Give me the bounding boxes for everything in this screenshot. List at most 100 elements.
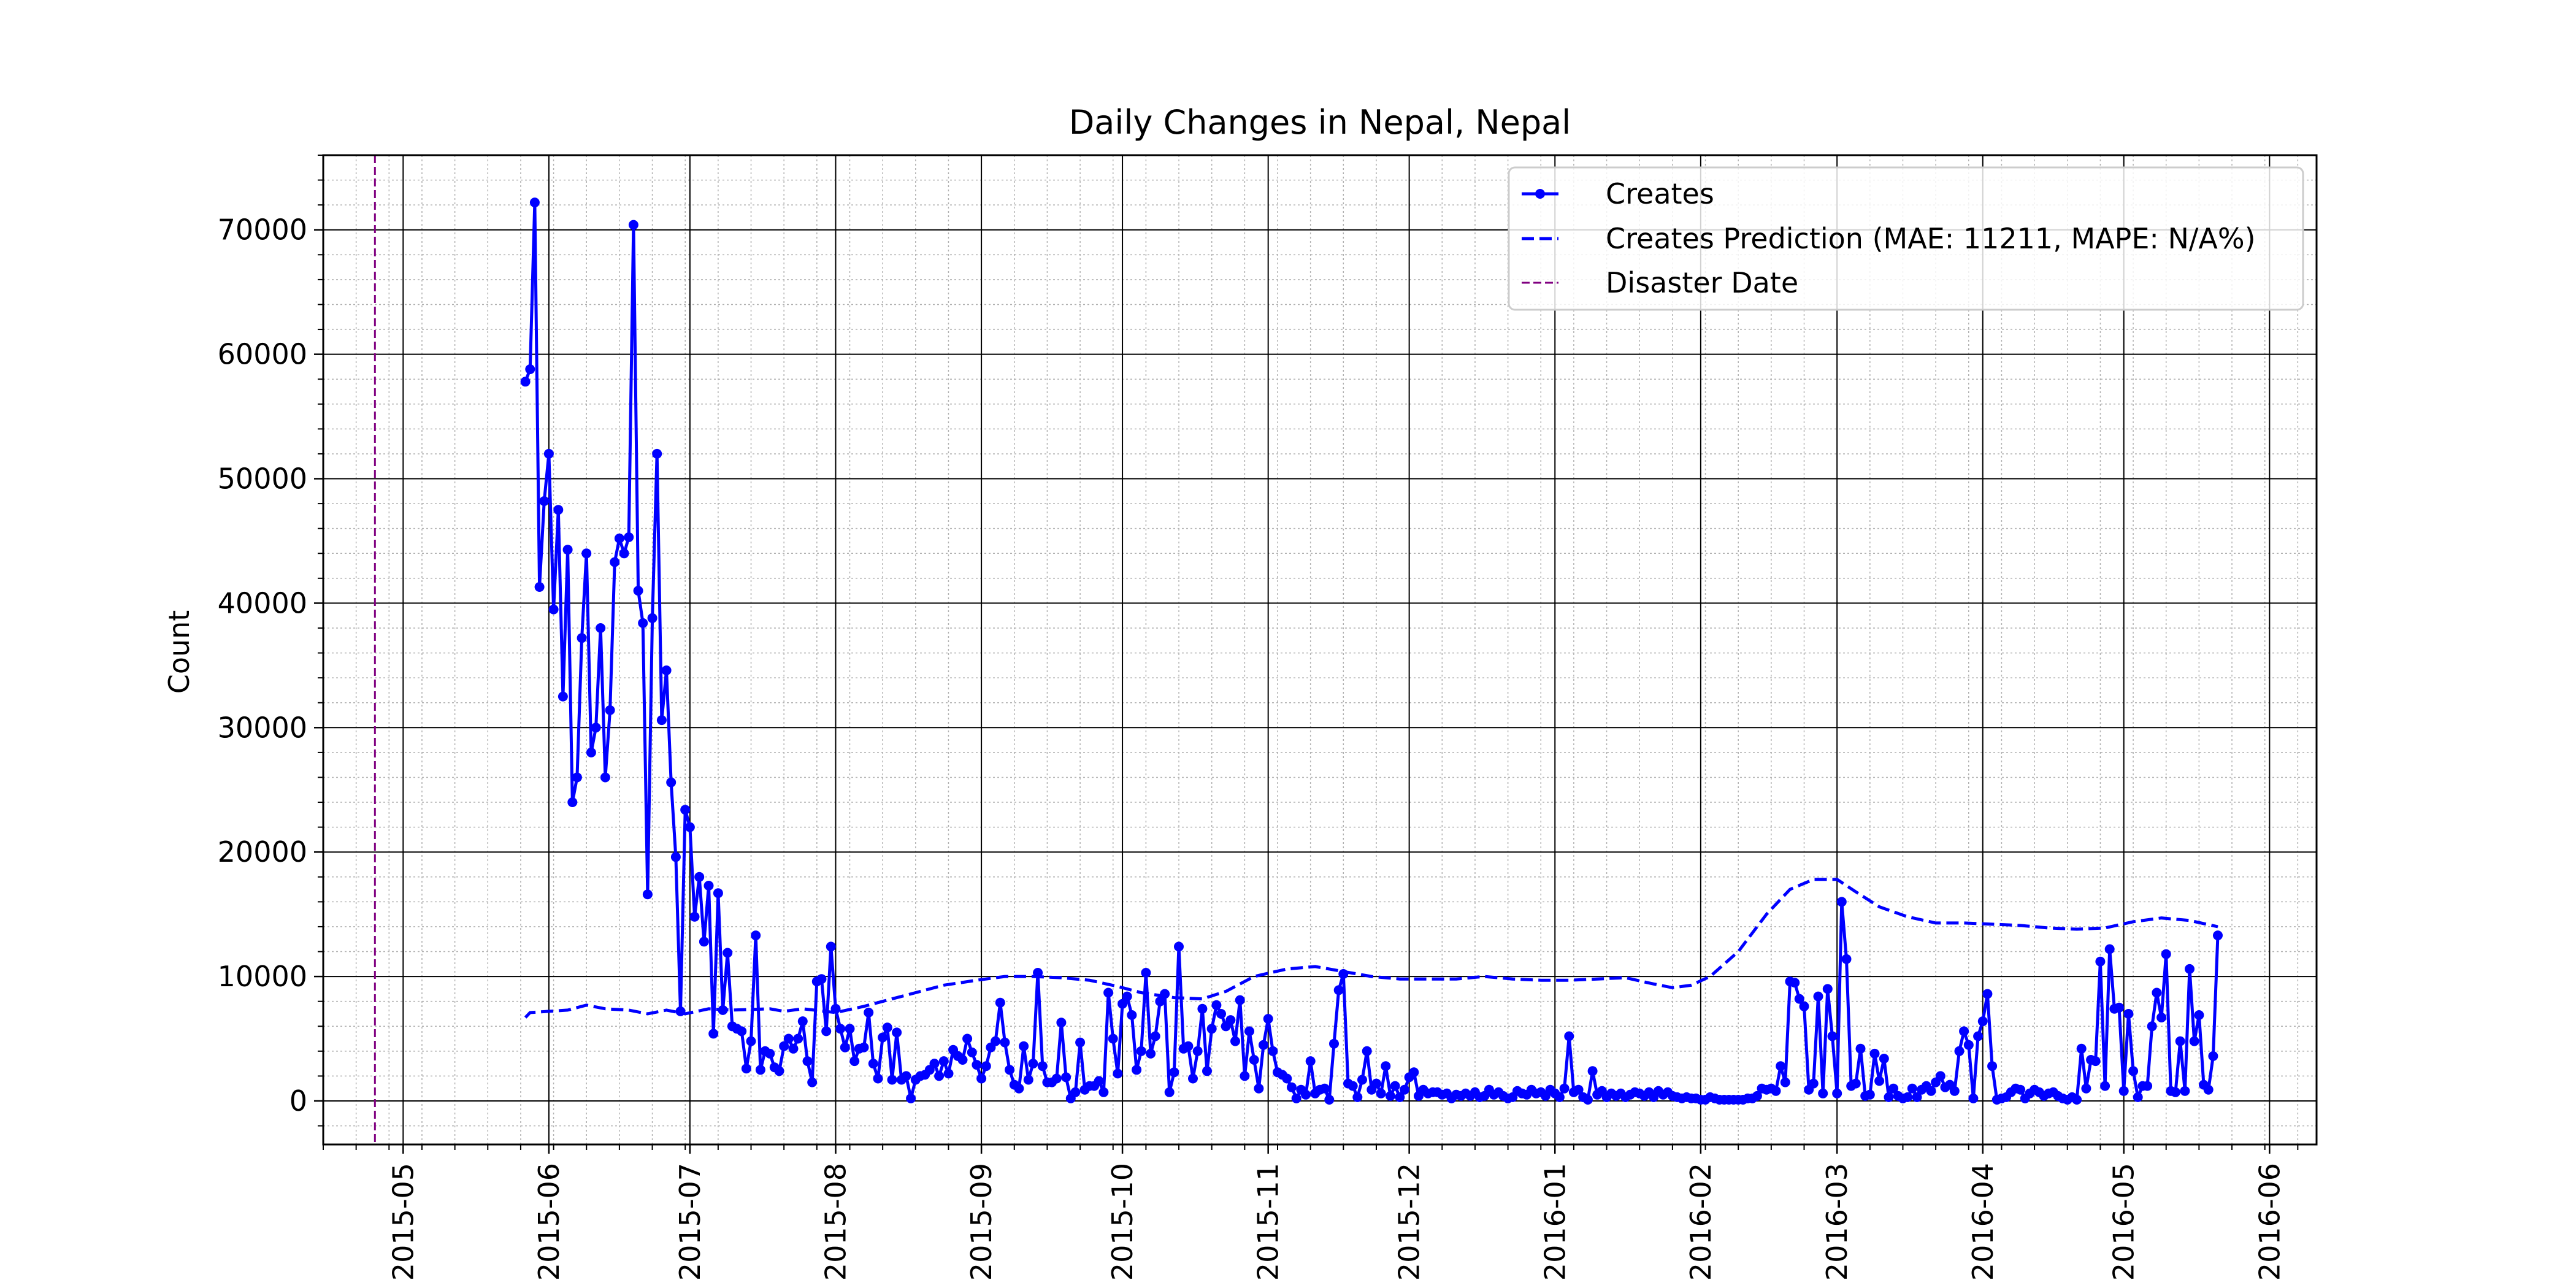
creates-point: [2180, 1086, 2190, 1096]
creates-point: [600, 772, 610, 783]
creates-point: [1103, 987, 1114, 998]
creates-point: [1409, 1067, 1419, 1078]
creates-point: [723, 948, 733, 958]
creates-point: [991, 1036, 1001, 1046]
creates-point: [647, 613, 657, 623]
creates-point: [1287, 1082, 1297, 1092]
creates-point: [2189, 1036, 2199, 1046]
creates-point: [1235, 995, 1245, 1005]
creates-point: [1400, 1084, 1409, 1095]
creates-point: [581, 548, 592, 559]
creates-point: [2128, 1066, 2139, 1076]
creates-point: [2185, 964, 2195, 974]
creates-point: [1216, 1009, 1226, 1019]
creates-point: [938, 1056, 949, 1067]
creates-point: [703, 881, 714, 891]
creates-point: [591, 723, 601, 733]
creates-point: [816, 974, 827, 984]
creates-point: [1108, 1033, 1118, 1044]
creates-point: [892, 1027, 902, 1038]
creates-point: [1117, 999, 1128, 1009]
creates-point: [680, 805, 691, 815]
creates-point: [694, 872, 705, 882]
creates-point: [882, 1022, 892, 1033]
creates-point: [1959, 1026, 1969, 1037]
creates-point: [826, 941, 836, 952]
creates-point: [1973, 1031, 1984, 1041]
creates-point: [1259, 1040, 1268, 1050]
x-tick-label: 2015-10: [1106, 1163, 1139, 1281]
creates-point: [525, 364, 535, 374]
creates-point: [737, 1026, 747, 1037]
creates-point: [2147, 1021, 2157, 1032]
creates-point: [2114, 1002, 2125, 1013]
creates-point: [1014, 1083, 1024, 1094]
creates-point: [1333, 985, 1344, 995]
creates-point: [1376, 1088, 1386, 1098]
creates-point: [746, 1036, 756, 1046]
creates-point: [783, 1033, 794, 1044]
creates-point: [774, 1066, 784, 1076]
creates-point: [962, 1033, 973, 1044]
creates-point: [1244, 1026, 1254, 1037]
creates-point: [2203, 1084, 2214, 1095]
creates-point: [699, 937, 709, 947]
y-tick-label: 60000: [218, 338, 307, 371]
creates-point: [1160, 989, 1170, 999]
creates-point: [713, 888, 723, 899]
creates-point: [1061, 1072, 1071, 1083]
x-tick-label: 2016-01: [1538, 1163, 1571, 1281]
creates-point: [652, 448, 662, 459]
creates-point: [2104, 944, 2115, 954]
creates-point: [1587, 1066, 1598, 1076]
creates-point: [1000, 1037, 1010, 1048]
creates-point: [878, 1032, 888, 1043]
creates-point: [1836, 897, 1847, 907]
x-tick-label: 2015-09: [965, 1163, 998, 1281]
y-tick-label: 40000: [218, 586, 307, 619]
legend-prediction-label: Creates Prediction (MAE: 11211, MAPE: N/…: [1606, 222, 2256, 255]
creates-point: [1037, 1061, 1048, 1071]
creates-point: [1799, 1001, 1809, 1011]
creates-point: [1263, 1014, 1273, 1024]
creates-point: [906, 1093, 916, 1103]
y-tick-label: 0: [289, 1084, 307, 1117]
creates-point: [1174, 941, 1184, 952]
creates-point: [1192, 1046, 1203, 1056]
creates-point: [901, 1071, 911, 1081]
axis-ticks: 2015-05 2015-06 2015-07 2015-08 2015-09 2015-…: [218, 155, 2299, 1281]
creates-point: [2090, 1056, 2101, 1067]
creates-point: [807, 1077, 818, 1087]
creates-point: [1794, 994, 1804, 1004]
x-tick-label: 2015-08: [819, 1163, 852, 1281]
creates-point: [1324, 1095, 1335, 1105]
legend-creates-marker: [1535, 189, 1545, 199]
creates-point: [2076, 1043, 2087, 1054]
creates-point: [1094, 1076, 1104, 1086]
creates-point: [1808, 1078, 1819, 1089]
creates-point: [1818, 1088, 1828, 1098]
creates-point: [2081, 1083, 2091, 1094]
creates-point: [1197, 1003, 1208, 1014]
creates-point: [835, 1024, 846, 1034]
creates-point: [1202, 1066, 1212, 1076]
creates-point: [788, 1043, 799, 1054]
creates-point: [656, 715, 667, 726]
creates-point: [2142, 1081, 2153, 1091]
creates-point: [765, 1048, 775, 1059]
x-tick-label: 2016-05: [2107, 1163, 2141, 1281]
y-tick-label: 30000: [218, 711, 307, 744]
y-tick-label: 10000: [218, 960, 307, 993]
creates-point: [1169, 1067, 1179, 1078]
creates-point: [830, 1003, 841, 1014]
creates-point: [529, 197, 540, 208]
creates-point: [596, 623, 606, 633]
creates-point: [1319, 1083, 1330, 1094]
creates-point: [859, 1042, 869, 1052]
creates-point: [666, 777, 677, 788]
creates-point: [619, 548, 629, 559]
creates-point: [605, 705, 615, 715]
plot-series: [374, 155, 2223, 1144]
creates-point: [1051, 1073, 1062, 1084]
creates-point: [929, 1059, 940, 1069]
